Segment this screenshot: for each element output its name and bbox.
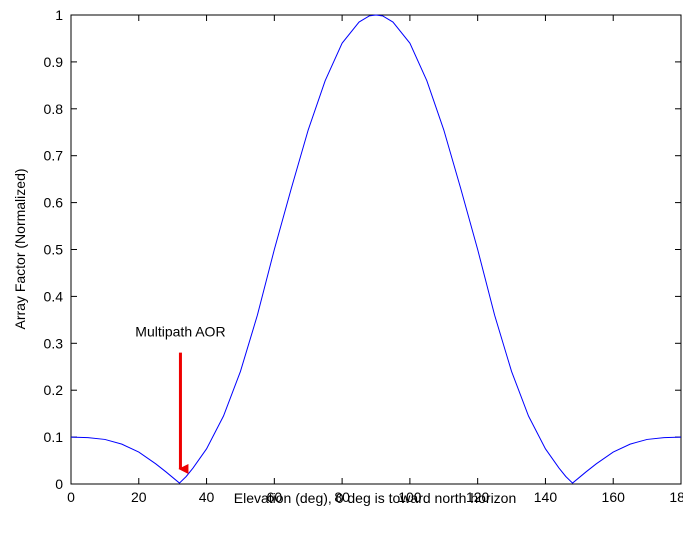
x-tick-label: 160	[602, 489, 626, 505]
x-tick-label: 180	[669, 489, 683, 505]
y-tick-label: 0.2	[44, 382, 64, 398]
x-tick-label: 20	[131, 489, 147, 505]
y-tick-label: 0.1	[44, 429, 64, 445]
x-tick-label: 100	[398, 489, 422, 505]
x-axis-title: Elevation (deg), 0 deg is toward north h…	[234, 490, 517, 506]
x-tick-label: 60	[267, 489, 283, 505]
y-tick-label: 0	[55, 476, 63, 492]
plot-area-frame	[70, 14, 682, 485]
y-axis-ticks: 0 0.1 0.2 0.3 0.4 0.5 0.6 0.7 0.8 0.9 1	[44, 7, 681, 492]
multipath-aor-label: Multipath AOR	[135, 324, 225, 340]
x-axis-ticks: 0 20 40 60 80 100 120 140 160 180	[67, 15, 683, 505]
array-factor-series-line	[70, 14, 682, 484]
y-tick-label: 0.9	[44, 54, 64, 70]
y-tick-label: 0.6	[44, 195, 64, 211]
y-tick-label: 0.4	[44, 288, 64, 304]
x-tick-label: 140	[534, 489, 558, 505]
x-tick-label: 0	[67, 489, 75, 505]
y-tick-label: 1	[55, 7, 63, 23]
x-tick-label: 40	[199, 489, 215, 505]
y-tick-label: 0.8	[44, 101, 64, 117]
x-tick-label: 80	[334, 489, 350, 505]
y-tick-label: 0.5	[44, 242, 64, 258]
y-tick-label: 0.3	[44, 335, 64, 351]
x-tick-label: 120	[466, 489, 490, 505]
y-tick-label: 0.7	[44, 148, 64, 164]
y-axis-title: Array Factor (Normalized)	[12, 168, 28, 329]
